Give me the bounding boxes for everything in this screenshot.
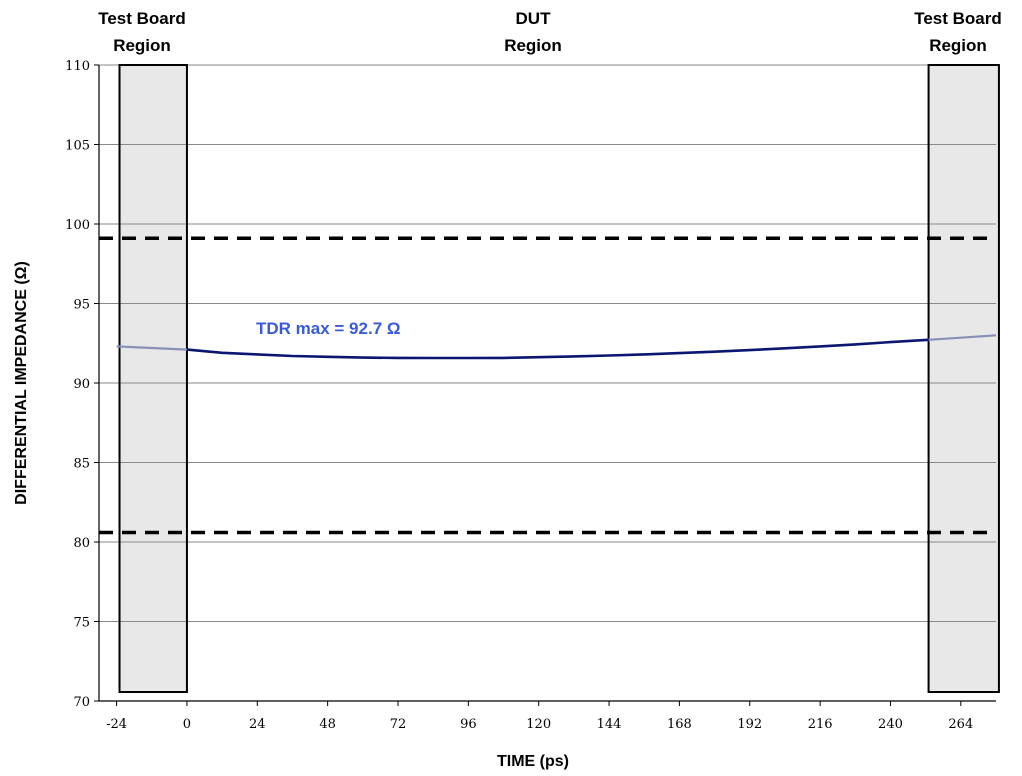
region-borders xyxy=(118,64,1000,693)
gridlines xyxy=(99,64,996,622)
x-tick-label: 216 xyxy=(808,717,833,732)
x-tick-label: 144 xyxy=(597,717,622,732)
x-tick-label: 96 xyxy=(460,717,477,732)
tdr-trace-test-board-left xyxy=(116,345,187,351)
y-tick-label: 75 xyxy=(73,616,90,631)
y-tick-label: 70 xyxy=(73,695,90,710)
x-tick-label: 192 xyxy=(737,717,762,732)
x-tick-labels: -24 0 24 48 72 96 120 144 168 192 216 240 264 xyxy=(106,717,973,732)
region-label-center-line2: Region xyxy=(504,36,562,55)
x-tick-label: -24 xyxy=(106,717,127,732)
y-tick-label: 100 xyxy=(65,218,90,233)
y-tick-label: 105 xyxy=(65,139,90,154)
test-board-region-fill-right xyxy=(928,65,999,692)
tdr-trace-test-board-right xyxy=(928,334,997,341)
test-board-region-border-left xyxy=(118,64,188,693)
x-axis-title: TIME (ps) xyxy=(497,753,569,770)
y-tick-label: 90 xyxy=(73,377,90,392)
region-label-right-line2: Region xyxy=(929,36,987,55)
data-series xyxy=(116,334,997,360)
y-axis-title: DIFFERENTIAL IMPEDANCE (Ω) xyxy=(13,261,30,505)
axes xyxy=(94,64,996,706)
tdr-max-annotation: TDR max = 92.7 Ω xyxy=(256,319,401,338)
region-label-center-line1: DUT xyxy=(516,9,552,28)
test-board-region-border-right xyxy=(927,64,1000,693)
test-board-region-fill-left xyxy=(119,65,187,692)
x-tick-label: 240 xyxy=(878,717,903,732)
tdr-trace-dut xyxy=(186,338,929,360)
x-tick-label: 48 xyxy=(319,717,336,732)
x-tick-label: 168 xyxy=(667,717,692,732)
limit-lines xyxy=(99,236,992,535)
region-label-right-line1: Test Board xyxy=(914,9,1002,28)
region-label-left-line1: Test Board xyxy=(98,9,186,28)
region-label-left-line2: Region xyxy=(113,36,171,55)
x-tick-label: 264 xyxy=(948,717,973,732)
x-tick-label: 24 xyxy=(249,717,266,732)
x-tick-label: 0 xyxy=(183,717,191,732)
y-tick-label: 110 xyxy=(65,59,90,74)
x-tick-label: 120 xyxy=(526,717,551,732)
region-shading xyxy=(119,65,999,692)
y-tick-label: 85 xyxy=(73,457,90,472)
x-tick-label: 72 xyxy=(390,717,407,732)
region-labels: Test Board Region DUT Region Test Board … xyxy=(98,9,1002,55)
y-tick-label: 95 xyxy=(73,298,90,313)
y-tick-labels: 70 75 80 85 90 95 100 105 110 xyxy=(65,59,90,710)
y-tick-label: 80 xyxy=(73,536,90,551)
